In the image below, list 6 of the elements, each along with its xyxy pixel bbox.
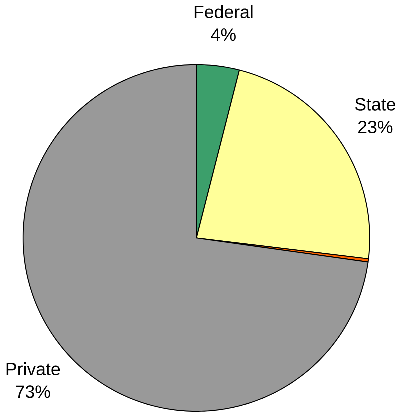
slice-label: State <box>356 98 396 111</box>
data-label: 23% <box>358 120 393 134</box>
slice-label: Private <box>7 362 60 376</box>
data-label: 4% <box>211 28 236 42</box>
data-label: 73% <box>16 386 50 398</box>
slice-label: Federal <box>195 5 253 18</box>
